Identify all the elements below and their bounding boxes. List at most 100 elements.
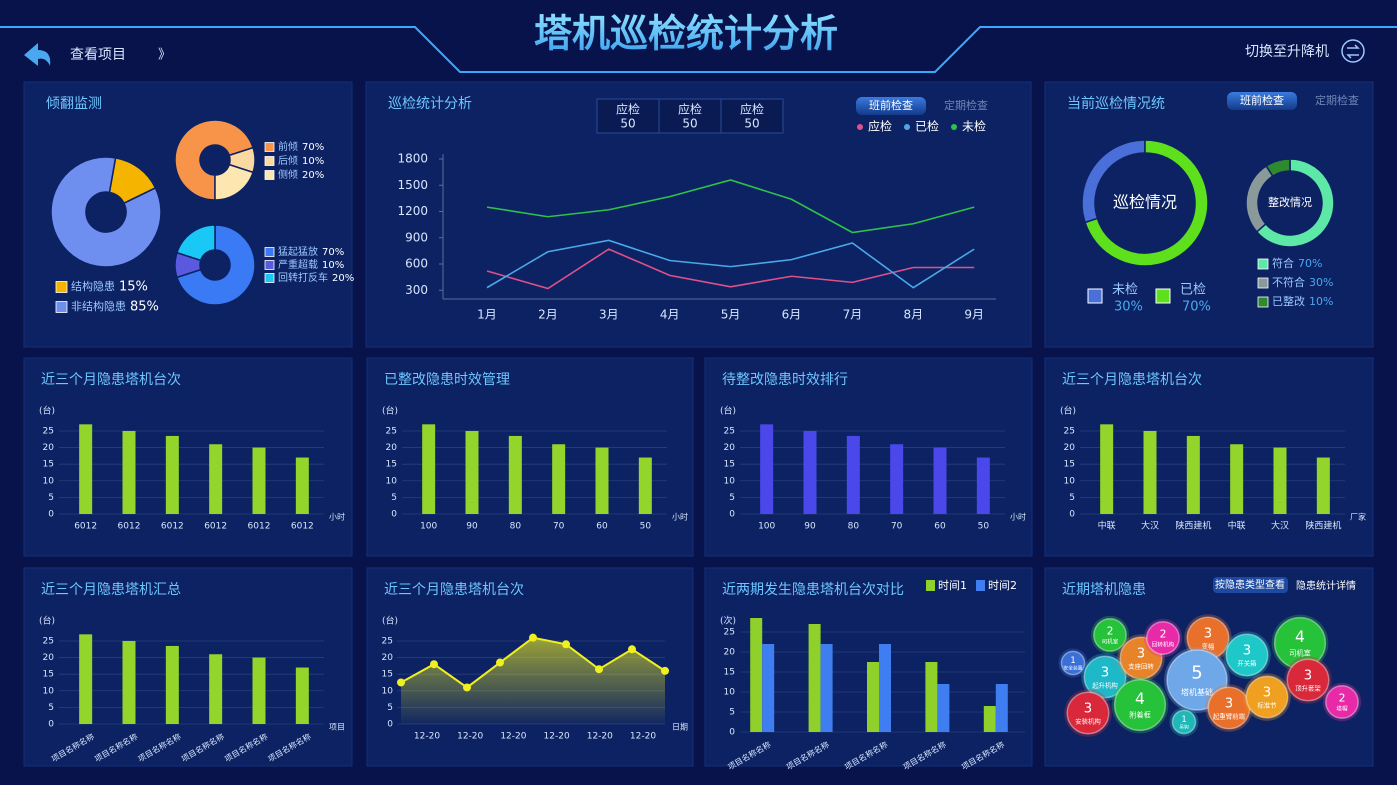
legend-value: 70% (1298, 257, 1322, 270)
y-tick-label: 300 (405, 283, 428, 297)
y-tick-label: 5 (387, 703, 393, 713)
x-tick-label: 陕西建机 (1305, 520, 1341, 532)
y-tick-label: 15 (386, 460, 397, 470)
bubble-value: 3 (1243, 643, 1251, 658)
y-tick-label: 15 (43, 670, 54, 680)
bar (937, 684, 950, 732)
legend-label: 前倾 (278, 140, 298, 153)
more-link[interactable]: 》 (158, 48, 171, 63)
donut-center: 巡检情况 (1113, 193, 1177, 212)
donut-slice (1084, 139, 1209, 267)
panel (366, 357, 694, 557)
x-tick-label: 100 (420, 522, 437, 532)
tab-active[interactable] (1227, 92, 1297, 110)
point (463, 683, 471, 692)
legend-dot (904, 124, 910, 130)
legend-swatch (264, 156, 275, 166)
point (430, 660, 438, 669)
page-title: 塔机巡检统计分析 (534, 12, 838, 56)
y-tick-label: 20 (386, 443, 398, 453)
legend-swatch (1257, 277, 1269, 289)
y-tick-label: 5 (391, 493, 397, 503)
bubble-label: 回转机构 (1152, 640, 1175, 648)
back-icon[interactable] (24, 43, 51, 66)
tab[interactable]: 班前检查 (1240, 93, 1284, 107)
x-tick-label: 3月 (599, 308, 619, 322)
bubble-label: 顶升套架 (1295, 684, 1321, 693)
legend-swatch (55, 301, 68, 313)
x-tick-label: 4月 (660, 308, 680, 322)
tab[interactable]: 定期检查 (1315, 93, 1359, 107)
legend-label: 未检 (1112, 283, 1138, 298)
x-tick-label: 中联 (1098, 520, 1116, 532)
y-tick-label: 25 (382, 636, 393, 646)
bubble-value: 2 (1160, 627, 1167, 640)
stat-label: 应检 (616, 102, 640, 117)
y-tick-label: 20 (382, 653, 394, 663)
y-tick-label: 25 (1064, 426, 1075, 436)
x-tick-label: 60 (596, 522, 608, 532)
legend-value: 20% (302, 170, 324, 181)
y-tick-label: 0 (391, 510, 397, 520)
y-tick-label: 15 (724, 668, 735, 678)
y-tick-label: 5 (1069, 493, 1075, 503)
bubble (1225, 633, 1269, 677)
x-tick-label: 7月 (843, 308, 863, 322)
x-tick-label: 12-20 (587, 732, 613, 742)
tab-active[interactable] (856, 97, 926, 115)
legend-label: 猛起猛放 (278, 245, 318, 258)
y-unit: (次) (720, 615, 736, 627)
bubble-label: 附着框 (1129, 711, 1151, 720)
bubble-value: 1 (1181, 714, 1186, 724)
donut-slice (1265, 158, 1291, 178)
bubble-value: 3 (1304, 668, 1312, 683)
point (661, 666, 669, 675)
bar (209, 444, 223, 514)
legend-swatch (264, 142, 275, 152)
bubble (1060, 650, 1086, 676)
switch-icon[interactable] (1341, 39, 1365, 63)
y-tick-label: 15 (724, 460, 735, 470)
area-fill (401, 637, 665, 724)
x-tick-label: 8月 (903, 308, 923, 322)
button-label[interactable]: 隐患统计详情 (1296, 579, 1356, 592)
filter-button[interactable] (1213, 577, 1288, 593)
bar (595, 447, 609, 514)
x-tick-label: 12-20 (457, 732, 483, 742)
x-tick-label: 12-20 (630, 732, 656, 742)
panel-title: 近两期发生隐患塔机台次对比 (722, 582, 904, 598)
bubble (1066, 691, 1110, 735)
legend-label: 未检 (962, 119, 986, 134)
back-link[interactable]: 查看项目 (70, 47, 126, 63)
x-tick-label: 6012 (204, 522, 227, 532)
legend-value: 30% (1309, 276, 1333, 289)
bar (422, 424, 436, 514)
y-tick-label: 5 (48, 703, 54, 713)
y-tick-label: 1200 (397, 204, 428, 218)
panel (704, 357, 1033, 557)
y-unit: (台) (39, 405, 55, 417)
bar (890, 444, 904, 514)
switch-link[interactable]: 切换至升降机 (1245, 43, 1329, 60)
x-tick-label: 6012 (248, 522, 271, 532)
x-tick-label: 6012 (161, 522, 184, 532)
x-unit: 日期 (672, 723, 688, 732)
tab[interactable]: 定期检查 (944, 98, 988, 112)
legend-value: 20% (332, 273, 354, 284)
legend-swatch (264, 170, 275, 180)
bar (122, 640, 136, 724)
x-tick-label: 6月 (782, 308, 802, 322)
bar (465, 430, 479, 514)
legend-dot (951, 124, 957, 130)
bubble (1171, 709, 1197, 735)
y-tick-label: 25 (724, 628, 735, 638)
x-tick-label: 100 (758, 522, 775, 532)
legend-label: 回转打反车 (278, 271, 328, 284)
panel-title: 近三个月隐患塔机台次 (41, 372, 181, 388)
tab[interactable]: 班前检查 (869, 98, 913, 112)
button-label[interactable]: 按隐患类型查看 (1215, 578, 1285, 591)
bar (762, 644, 775, 732)
bar (820, 644, 833, 732)
legend-label: 侧倾 (278, 168, 298, 181)
y-tick-label: 15 (382, 670, 393, 680)
